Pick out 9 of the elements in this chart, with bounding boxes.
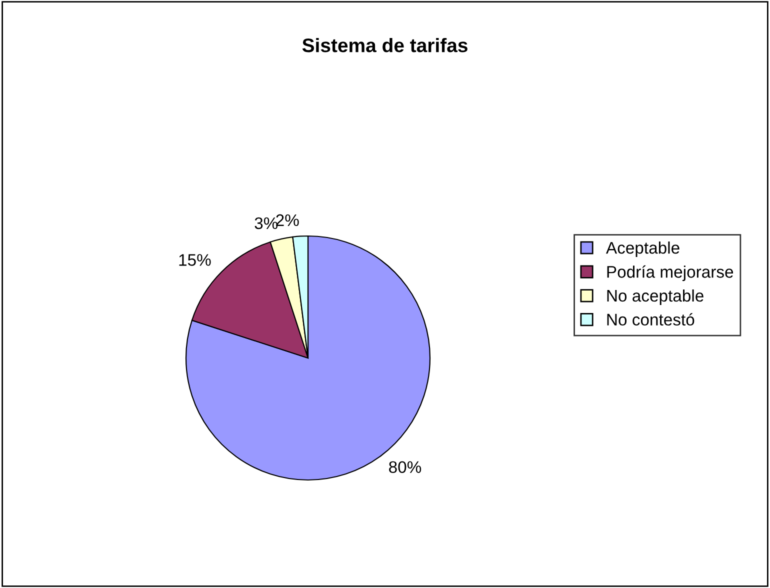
chart-title: Sistema de tarifas (302, 38, 468, 52)
legend-label: Podría mejorarse (607, 265, 734, 282)
data-label: 2% (276, 214, 299, 226)
data-label: 3% (254, 217, 278, 230)
legend-label: No aceptable (607, 289, 704, 305)
data-label: 80% (389, 461, 422, 474)
legend-label: No contestó (607, 313, 694, 326)
data-label: 15% (179, 254, 211, 266)
legend-label: Aceptable (606, 242, 680, 258)
